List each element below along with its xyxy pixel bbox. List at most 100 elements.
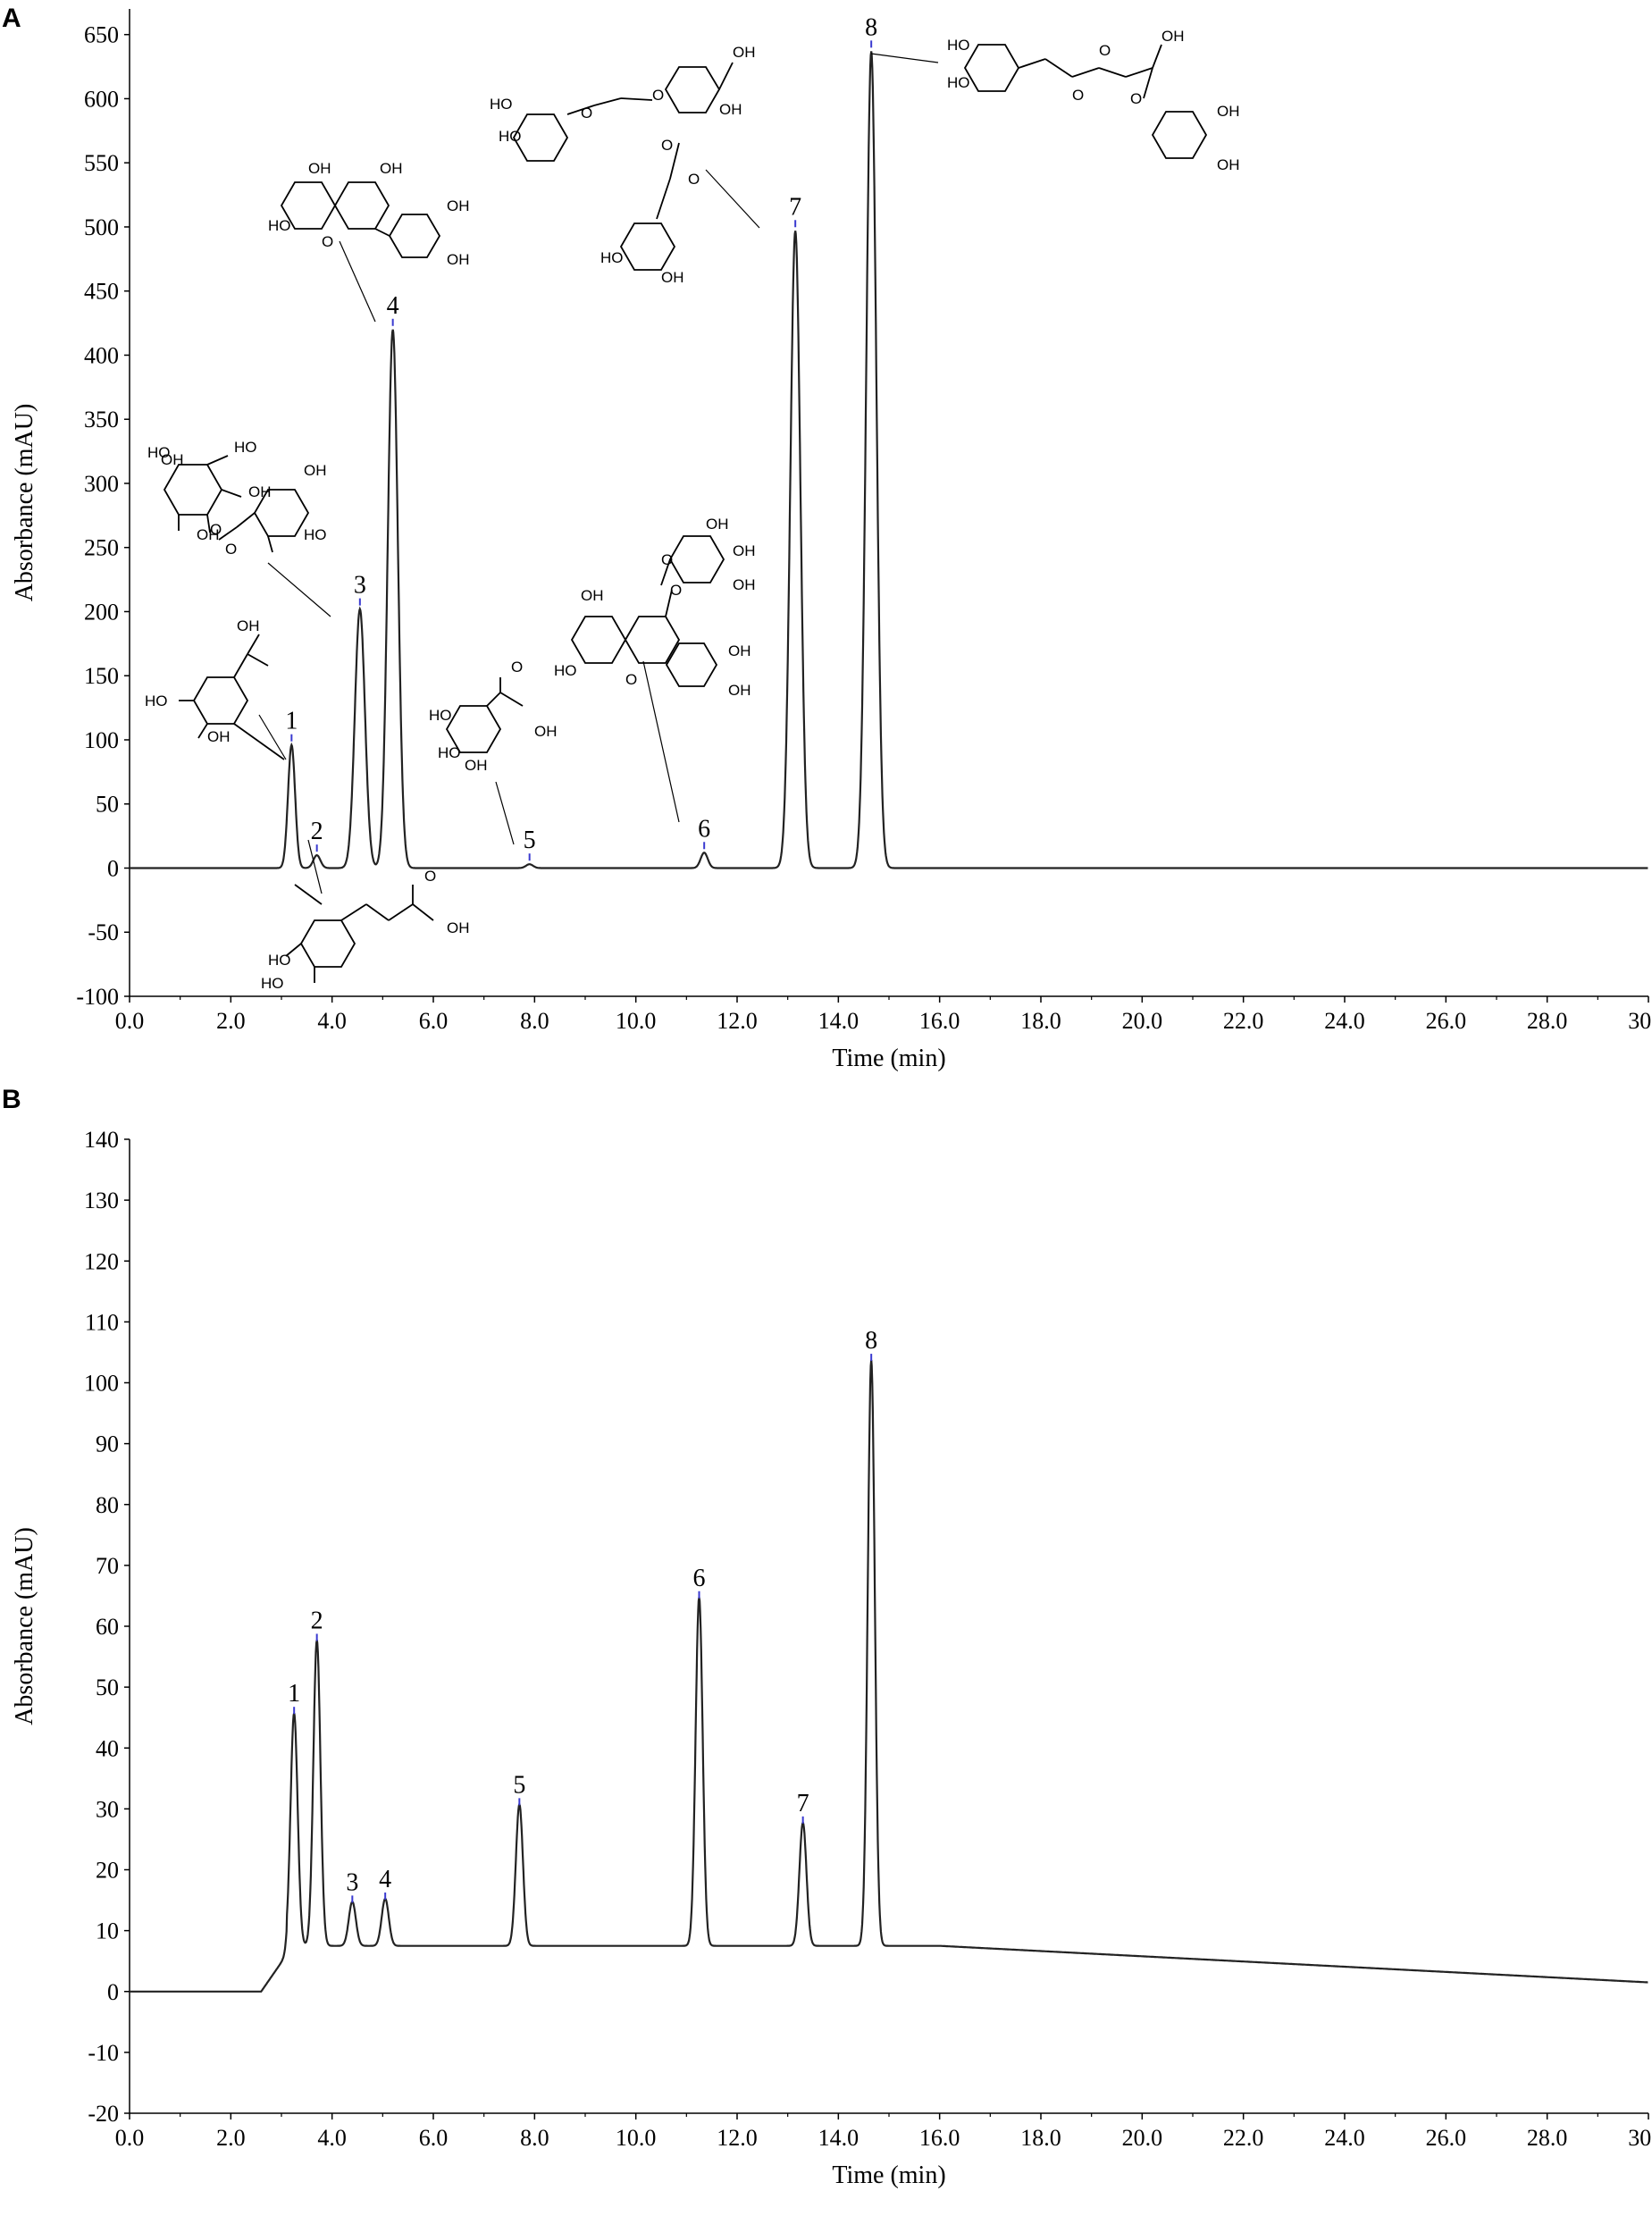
- x-axis-title: Time (min): [832, 2161, 945, 2189]
- y-tick-label: 130: [84, 1188, 119, 1213]
- structure-group-label: OH: [304, 462, 327, 479]
- peak-label: 6: [693, 1565, 706, 1592]
- structure-group-label: O: [322, 233, 333, 250]
- structure-group-label: OH: [581, 587, 604, 604]
- structure-group-label: O: [661, 551, 673, 568]
- y-tick-label: 110: [85, 1309, 119, 1335]
- peak-label: 3: [346, 1868, 358, 1896]
- structure-group-label: OH: [197, 526, 220, 543]
- x-tick-label: 0.0: [115, 2125, 145, 2151]
- x-tick-label: 24.0: [1324, 2125, 1365, 2151]
- structure-group-label: O: [511, 659, 523, 676]
- structure-group-label: HO: [554, 662, 577, 679]
- y-tick-label: 300: [84, 471, 119, 497]
- x-tick-label: 20.0: [1122, 1008, 1163, 1034]
- x-tick-label: 12.0: [717, 1008, 758, 1034]
- structure-group-label: OH: [719, 101, 742, 118]
- peak-label: 5: [513, 1771, 525, 1799]
- structure-4: [280, 181, 441, 258]
- y-tick-label: 0: [107, 855, 119, 881]
- structure-group-label: OH: [447, 251, 470, 268]
- y-tick-label: 70: [96, 1553, 119, 1579]
- structure-group-label: HO: [234, 439, 257, 456]
- structure-group-label: HO: [268, 217, 291, 234]
- chromatogram-trace: [130, 51, 1648, 869]
- y-tick-label: 50: [96, 792, 119, 818]
- x-tick-label: 10.0: [616, 1008, 657, 1034]
- structure-group-label: OH: [1217, 103, 1240, 120]
- y-tick-label: 100: [84, 727, 119, 753]
- structure-group-label: OH: [161, 451, 184, 468]
- structure-group-label: HO: [145, 692, 168, 709]
- peak-label: 2: [311, 818, 323, 845]
- y-tick-label: 600: [84, 86, 119, 112]
- x-tick-label: 0.0: [115, 1008, 145, 1034]
- structure-group-label: OH: [248, 483, 272, 500]
- y-tick-label: 500: [84, 214, 119, 240]
- y-tick-label: 100: [84, 1371, 119, 1397]
- structure-6: [570, 535, 725, 687]
- y-tick-label: 20: [96, 1858, 119, 1884]
- structure-group-label: OH: [733, 542, 756, 559]
- x-tick-label: 6.0: [419, 1008, 449, 1034]
- y-tick-label: 0: [107, 1979, 119, 2005]
- y-tick-label: 350: [84, 407, 119, 432]
- peak-label: 2: [311, 1607, 323, 1634]
- structure-group-label: HO: [268, 952, 291, 969]
- y-tick-label: -50: [88, 919, 119, 945]
- structure-group-label: O: [625, 671, 637, 688]
- x-tick-label: 22.0: [1223, 2125, 1264, 2151]
- peak-label: 3: [354, 572, 366, 600]
- peak-label: 7: [797, 1790, 809, 1817]
- structure-group-label: OH: [661, 269, 684, 286]
- peak-label: 1: [285, 708, 298, 735]
- structure-group-label: OH: [706, 516, 729, 533]
- y-tick-label: 30: [96, 1796, 119, 1822]
- structure-group-label: HO: [261, 975, 284, 992]
- leader-line: [307, 839, 323, 894]
- structure-group-label: HO: [947, 37, 970, 54]
- x-tick-label: 18.0: [1020, 2125, 1061, 2151]
- structure-5: [445, 677, 524, 753]
- chart-b: -20-100102030405060708090100110120130140…: [11, 1127, 1652, 2189]
- y-tick-label: 250: [84, 535, 119, 561]
- x-tick-label: 26.0: [1426, 2125, 1467, 2151]
- structure-group-label: O: [670, 582, 682, 599]
- structure-group-label: O: [1099, 42, 1111, 59]
- leader-line: [642, 660, 680, 823]
- peak-label: 6: [698, 815, 710, 843]
- x-tick-label: 20.0: [1122, 2125, 1163, 2151]
- structure-group-label: O: [424, 868, 436, 885]
- x-tick-label: 24.0: [1324, 1008, 1365, 1034]
- x-tick-label: 4.0: [317, 2125, 347, 2151]
- chromatogram-trace: [130, 1359, 1648, 1993]
- peak-label: 8: [865, 1327, 877, 1355]
- y-tick-label: 50: [96, 1675, 119, 1700]
- peak-label: 7: [789, 193, 801, 221]
- structure-group-label: O: [688, 171, 700, 188]
- peak-label: 4: [379, 1866, 391, 1893]
- y-tick-label: 40: [96, 1735, 119, 1761]
- structure-group-label: HO: [490, 96, 513, 113]
- structure-group-label: O: [1072, 87, 1084, 104]
- structure-1: [179, 634, 285, 760]
- structure-group-label: OH: [237, 617, 260, 634]
- structure-group-label: OH: [380, 160, 403, 177]
- structure-group-label: O: [661, 137, 673, 154]
- structure-group-label: O: [581, 105, 592, 122]
- structure-group-label: OH: [465, 757, 488, 774]
- structure-group-label: HO: [499, 128, 522, 145]
- x-tick-label: 14.0: [818, 1008, 860, 1034]
- structure-group-label: OH: [733, 576, 756, 593]
- x-tick-label: 6.0: [419, 2125, 449, 2151]
- structure-8: [963, 44, 1208, 159]
- x-tick-label: 18.0: [1020, 1008, 1061, 1034]
- x-tick-label: 22.0: [1223, 1008, 1264, 1034]
- y-tick-label: 10: [96, 1918, 119, 1944]
- peak-label: 8: [865, 13, 877, 41]
- x-tick-label: 4.0: [317, 1008, 347, 1034]
- y-tick-label: 450: [84, 279, 119, 305]
- structure-group-label: O: [652, 87, 664, 104]
- structure-group-label: O: [225, 541, 237, 558]
